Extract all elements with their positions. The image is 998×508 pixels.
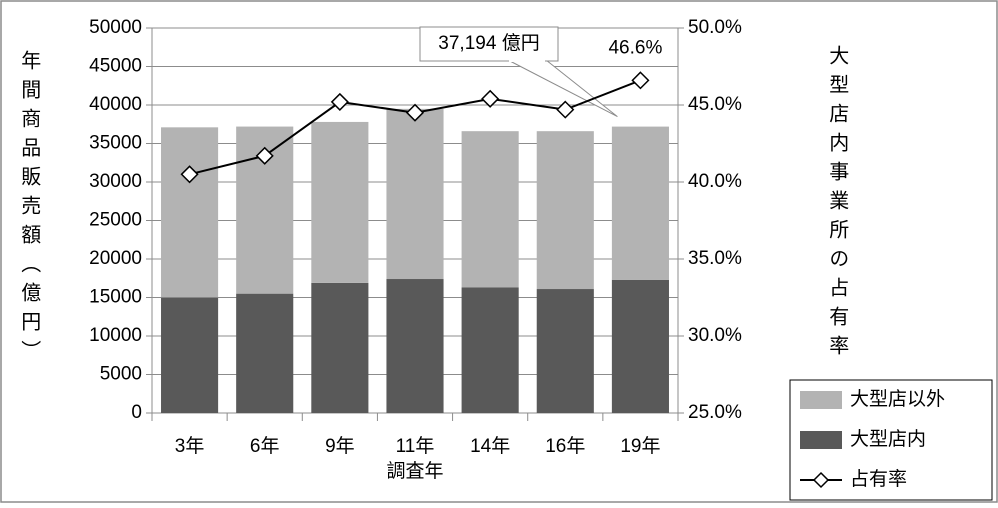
y-tick-label: 5000 xyxy=(100,364,142,385)
bar xyxy=(461,287,519,413)
bar xyxy=(536,131,594,290)
bar xyxy=(161,297,219,413)
y2-axis-title: 大型店内事業所の占有率 xyxy=(826,45,849,364)
bar xyxy=(461,131,519,288)
marker xyxy=(405,103,425,122)
y2-tick-label: 35.0% xyxy=(688,248,742,269)
x-tick-label: 19年 xyxy=(620,435,660,457)
marker xyxy=(255,146,274,165)
x-tick-label: 3年 xyxy=(175,435,205,457)
y2-tick-label: 30.0% xyxy=(688,325,742,346)
bar xyxy=(536,289,594,413)
callout-gap xyxy=(509,59,545,62)
bar xyxy=(611,126,669,280)
x-tick-label: 6年 xyxy=(250,435,280,457)
x-tick-label: 16年 xyxy=(545,435,585,457)
y-tick-label: 10000 xyxy=(89,325,142,346)
x-axis-title: 調査年 xyxy=(386,460,443,482)
x-tick-label: 14年 xyxy=(470,435,510,457)
y-axis-title: 年間商品販売額（億円） xyxy=(18,50,41,369)
legend-label: 大型店内 xyxy=(850,428,926,450)
y2-tick-label: 25.0% xyxy=(688,402,742,423)
legend-marker xyxy=(812,471,830,489)
bar xyxy=(311,121,369,283)
y2-tick-label: 40.0% xyxy=(688,171,742,192)
bar xyxy=(311,282,369,413)
annotation: 46.6% xyxy=(608,37,662,58)
marker xyxy=(631,71,650,90)
bar xyxy=(386,279,444,413)
y-tick-label: 25000 xyxy=(89,210,142,231)
bar xyxy=(611,279,669,413)
legend-swatch xyxy=(800,431,842,449)
y-tick-label: 50000 xyxy=(89,17,142,38)
legend-label: 占有率 xyxy=(850,468,907,490)
y2-tick-label: 45.0% xyxy=(688,94,742,115)
legend-label: 大型店以外 xyxy=(850,388,945,410)
marker xyxy=(481,89,500,108)
bar xyxy=(386,108,444,280)
x-tick-label: 9年 xyxy=(325,435,355,457)
y-tick-label: 45000 xyxy=(89,56,142,77)
callout-box xyxy=(419,26,559,62)
y-tick-label: 35000 xyxy=(89,133,142,154)
y-tick-label: 0 xyxy=(131,402,142,423)
y-tick-label: 15000 xyxy=(89,287,142,308)
marker xyxy=(180,165,199,184)
bar xyxy=(236,293,294,413)
marker xyxy=(330,92,349,111)
y-tick-label: 30000 xyxy=(89,171,142,192)
bar xyxy=(161,127,219,298)
marker xyxy=(556,100,575,119)
legend-swatch xyxy=(800,391,842,409)
y2-tick-label: 50.0% xyxy=(688,17,742,38)
y-tick-label: 20000 xyxy=(89,248,142,269)
y-tick-label: 40000 xyxy=(89,94,142,115)
x-tick-label: 11年 xyxy=(396,435,435,457)
annotation: 37,194 億円 xyxy=(438,32,539,54)
